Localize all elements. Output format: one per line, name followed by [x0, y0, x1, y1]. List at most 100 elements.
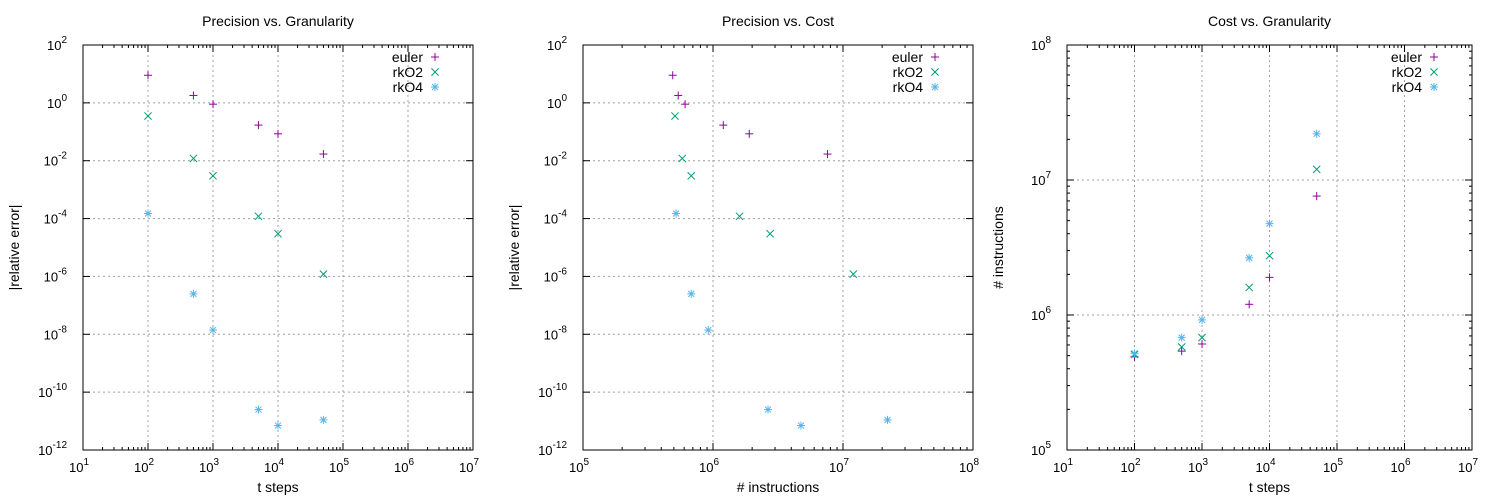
data-point-euler: [1177, 347, 1186, 356]
data-point-rkO4: [796, 421, 805, 430]
legend-marker-rkO4: [1430, 83, 1438, 91]
x-tick-label: 105: [569, 457, 589, 475]
x-axis-label: t steps: [1249, 479, 1290, 495]
y-tick-label: 102: [47, 35, 67, 53]
y-tick-label: 10-12: [38, 440, 67, 458]
data-point-rkO2: [254, 212, 263, 221]
data-point-euler: [823, 150, 832, 159]
data-point-euler: [274, 129, 282, 138]
series-rkO2: [1130, 165, 1321, 359]
data-point-rkO4: [254, 405, 263, 414]
data-point-rkO2: [209, 171, 217, 180]
data-point-rkO4: [883, 415, 892, 424]
legend-label-rkO4: rkO4: [393, 79, 424, 95]
data-point-rkO2: [687, 171, 696, 180]
x-tick-label: 106: [699, 457, 719, 475]
chart-panel-3: 101 102 103 104 105 106 107 105 106 107 108 Cost vs…: [990, 13, 1478, 495]
legend-label-euler: euler: [892, 49, 923, 65]
legend-marker-rkO4: [431, 83, 439, 91]
tick-marks: [582, 44, 974, 451]
series-euler: [1130, 192, 1321, 361]
y-tick-label: 105: [1031, 440, 1051, 458]
tick-marks: [82, 44, 474, 451]
legend-label-rkO2: rkO2: [893, 64, 924, 80]
y-tick-label: 10-12: [538, 440, 567, 458]
data-point-rkO4: [672, 209, 681, 218]
data-point-euler: [319, 150, 328, 159]
data-point-rkO2: [319, 270, 328, 279]
data-point-rkO4: [144, 209, 152, 218]
chart-title: Precision vs. Granularity: [202, 13, 354, 29]
x-axis-label: t steps: [257, 479, 298, 495]
data-point-rkO2: [1245, 283, 1254, 292]
chart-panel-2: 105 106 107 108 10-12 10-10 10-8 10-6 10-4 10-2 10…: [506, 13, 979, 495]
data-point-rkO2: [144, 112, 152, 121]
y-tick-label: 10-10: [538, 382, 567, 400]
data-point-euler: [745, 129, 754, 138]
series-euler: [668, 71, 832, 159]
legend-marker-rkO4: [931, 83, 939, 91]
series-rkO4: [672, 209, 892, 430]
data-point-rkO4: [1177, 333, 1186, 342]
data-point-rkO2: [1312, 165, 1321, 174]
plot-frame: [582, 44, 974, 451]
data-point-rkO4: [189, 289, 198, 298]
y-tick-label: 10-4: [44, 209, 68, 227]
legend-marker-rkO2: [431, 68, 439, 76]
data-point-rkO4: [1265, 219, 1274, 228]
legend-marker-rkO2: [1430, 68, 1438, 76]
x-tick-label: 108: [959, 457, 979, 475]
data-point-euler: [1312, 192, 1321, 201]
series-rkO4: [1130, 129, 1321, 358]
x-tick-label: 102: [1120, 457, 1140, 475]
x-tick-label: 106: [1390, 457, 1410, 475]
x-tick-label: 106: [394, 457, 414, 475]
data-point-rkO4: [209, 326, 217, 335]
chart-title: Cost vs. Granularity: [1208, 13, 1331, 29]
data-point-rkO2: [678, 154, 687, 163]
y-tick-label: 10-6: [544, 266, 568, 284]
data-point-rkO4: [764, 405, 773, 414]
data-point-euler: [144, 71, 152, 80]
y-tick-label: 107: [1031, 170, 1051, 188]
data-point-euler: [1245, 300, 1254, 309]
x-tick-label: 101: [1053, 457, 1073, 475]
legend-marker-euler: [931, 53, 939, 61]
y-tick-label: 10-8: [44, 324, 68, 342]
chart-panel-1: 101 102 103 104 105 106 107 10-12 10-10 10-8 10-6 1…: [6, 13, 479, 495]
x-tick-label: 107: [459, 457, 479, 475]
y-axis-label: # instructions: [990, 206, 1006, 288]
y-tick-label: 106: [1031, 305, 1051, 323]
y-axis-label: |relative error|: [6, 205, 22, 291]
data-point-euler: [209, 100, 217, 109]
series-rkO2: [671, 112, 858, 279]
x-tick-label: 107: [1458, 457, 1478, 475]
legend-label-rkO4: rkO4: [1392, 79, 1423, 95]
y-tick-label: 10-10: [38, 382, 67, 400]
x-axis-label: # instructions: [737, 479, 819, 495]
legend-label-euler: euler: [392, 49, 423, 65]
tick-marks: [1066, 44, 1473, 451]
data-point-rkO2: [274, 229, 282, 238]
legend-marker-euler: [1430, 53, 1438, 61]
data-point-euler: [719, 121, 728, 130]
data-point-rkO4: [1312, 129, 1321, 138]
x-tick-label: 104: [264, 457, 284, 475]
legend-marker-rkO2: [931, 68, 939, 76]
data-point-euler: [674, 91, 683, 100]
x-tick-label: 104: [1255, 457, 1275, 475]
series-rkO4: [144, 209, 328, 430]
y-tick-label: 10-8: [544, 324, 568, 342]
data-point-rkO2: [1198, 333, 1206, 342]
y-tick-label: 108: [1031, 35, 1051, 53]
x-tick-label: 103: [199, 457, 219, 475]
x-tick-label: 103: [1188, 457, 1208, 475]
data-point-rkO4: [1198, 315, 1206, 324]
x-tick-label: 105: [329, 457, 349, 475]
data-point-euler: [681, 100, 690, 109]
chart-title: Precision vs. Cost: [722, 13, 834, 29]
